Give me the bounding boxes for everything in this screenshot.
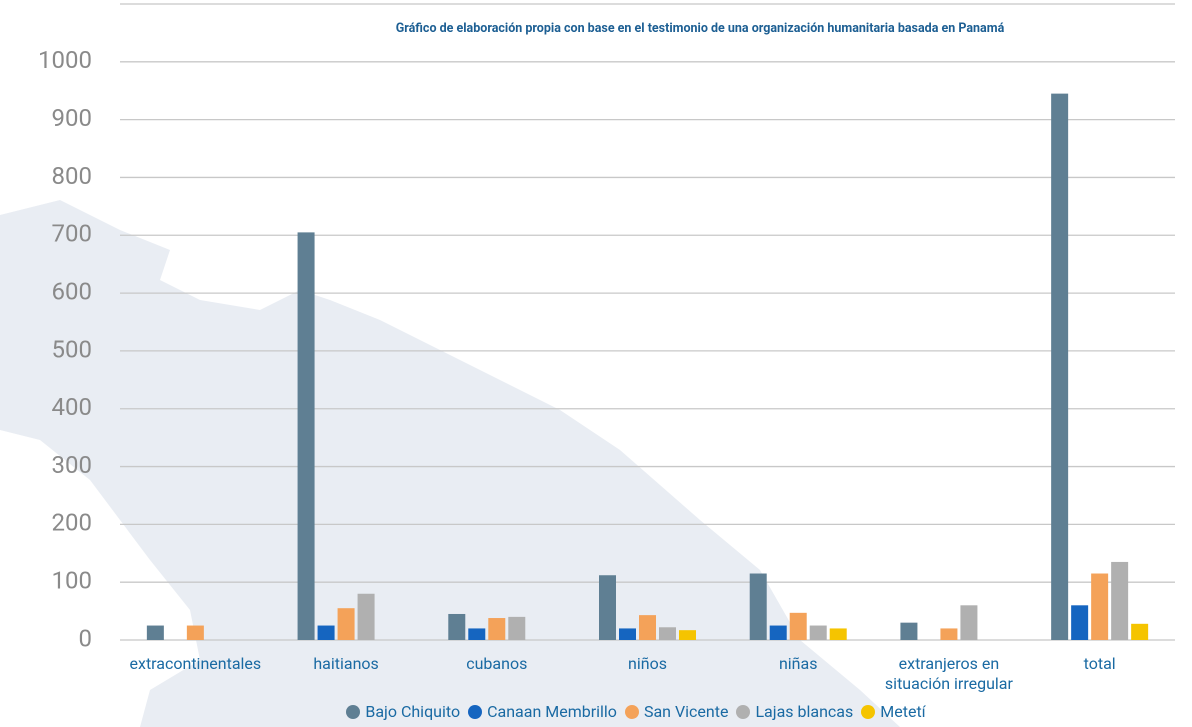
- x-tick-label: niños: [628, 654, 667, 673]
- legend-item: San Vicente: [624, 702, 729, 721]
- bar: [1091, 573, 1109, 640]
- bar: [1131, 623, 1149, 640]
- y-tick-label: 1000: [38, 46, 92, 74]
- y-tick-label: 900: [52, 104, 92, 132]
- x-tick-label: extranjeros en situación irregular: [884, 654, 1013, 693]
- y-tick-label: 300: [52, 451, 92, 479]
- bar: [317, 625, 335, 640]
- y-tick-label: 500: [52, 335, 92, 363]
- x-tick-label: extracontinentales: [129, 654, 262, 673]
- bar: [829, 628, 847, 640]
- bar: [900, 622, 918, 640]
- legend-swatch: [736, 704, 751, 719]
- bar: [488, 618, 506, 640]
- bar: [619, 628, 636, 640]
- bar: [789, 612, 807, 640]
- background-map: [0, 200, 900, 727]
- bar: [960, 605, 978, 640]
- bar: [1071, 605, 1089, 640]
- bar: [679, 630, 696, 640]
- y-tick-label: 700: [52, 220, 92, 248]
- legend-label: Bajo Chiquito: [365, 702, 461, 721]
- legend-item: Lajas blancas: [736, 702, 853, 721]
- bar: [297, 232, 315, 640]
- legend-item: Canaan Membrillo: [468, 702, 617, 721]
- y-tick-label: 100: [52, 567, 92, 595]
- bar: [146, 625, 164, 640]
- legend-swatch: [861, 704, 876, 719]
- legend-label: San Vicente: [643, 702, 729, 721]
- bar: [186, 625, 204, 640]
- legend-label: Lajas blancas: [755, 702, 854, 721]
- legend-label: Metetí: [880, 702, 926, 721]
- bar: [448, 613, 466, 640]
- x-tick-label: cubanos: [466, 654, 528, 673]
- bar: [769, 625, 787, 640]
- bar: [809, 625, 827, 640]
- bar: [749, 573, 767, 640]
- x-tick-label: niñas: [778, 654, 818, 673]
- bar: [659, 627, 676, 640]
- bar: [357, 593, 375, 640]
- y-tick-label: 0: [79, 624, 93, 652]
- legend-label: Canaan Membrillo: [487, 702, 617, 721]
- y-tick-label: 600: [52, 277, 92, 305]
- y-tick-label: 400: [52, 393, 92, 421]
- bar: [639, 615, 656, 640]
- x-tick-label: haitianos: [313, 654, 379, 673]
- y-tick-label: 200: [52, 509, 92, 537]
- legend: Bajo Chiquito Canaan Membrillo San Vicente…: [0, 702, 1192, 721]
- legend-item: Bajo Chiquito: [346, 702, 460, 721]
- y-tick-label: 800: [52, 162, 92, 190]
- legend-swatch: [624, 704, 639, 719]
- bar: [508, 616, 526, 640]
- bar: [337, 608, 355, 640]
- chart-title: Gráfico de elaboración propia con base e…: [395, 21, 1005, 36]
- x-tick-label: total: [1083, 654, 1116, 673]
- bar: [1051, 93, 1069, 641]
- legend-item: Metetí: [861, 702, 926, 721]
- bar: [599, 575, 616, 640]
- legend-swatch: [346, 704, 361, 719]
- bar: [468, 628, 486, 640]
- bar: [940, 628, 958, 640]
- bar: [1111, 561, 1129, 640]
- legend-swatch: [468, 704, 483, 719]
